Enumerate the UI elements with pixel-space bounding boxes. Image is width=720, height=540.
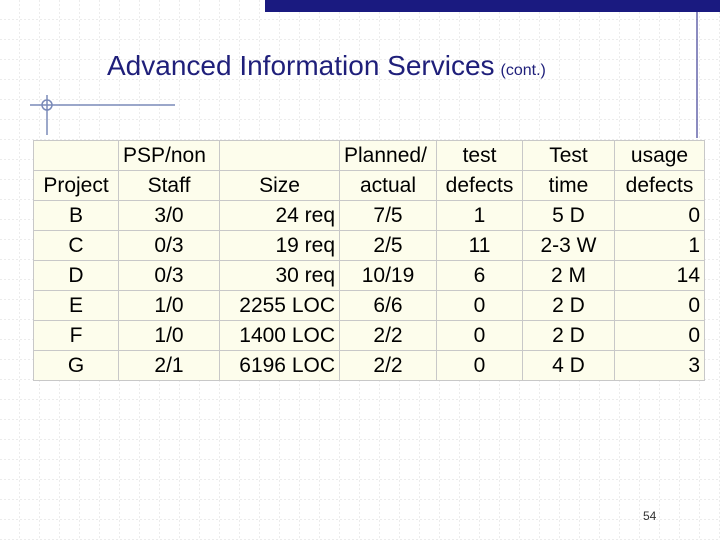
table-cell [33, 140, 119, 171]
table-cell: 24 req [219, 200, 340, 231]
table-cell: 3 [614, 350, 705, 381]
table-cell: Planned/ [339, 140, 437, 171]
table-cell: 30 req [219, 260, 340, 291]
table-row: PSP/non Planned/test Test usage [33, 140, 705, 171]
table-cell: 1400 LOC [219, 320, 340, 351]
table-cell: F [33, 320, 119, 351]
table-cell [219, 140, 340, 171]
table-cell: 11 [436, 230, 523, 261]
table-cell: 0 [614, 290, 705, 321]
table-cell: 1/0 [118, 320, 220, 351]
crosshair-circle [41, 99, 53, 111]
top-bar [265, 0, 720, 12]
page-number: 54 [643, 509, 657, 523]
table-cell: 0/3 [118, 230, 220, 261]
table-cell: 7/5 [339, 200, 437, 231]
table-cell: Test [522, 140, 615, 171]
table-cell: G [33, 350, 119, 381]
table-cell: 4 D [522, 350, 615, 381]
table-cell: 5 D [522, 200, 615, 231]
table-cell: PSP/non [118, 140, 220, 171]
table-cell: defects [614, 170, 705, 201]
table-cell: 0 [436, 350, 523, 381]
table-cell: 19 req [219, 230, 340, 261]
table-cell: usage [614, 140, 705, 171]
table-cell: 2 D [522, 290, 615, 321]
table-cell: 6196 LOC [219, 350, 340, 381]
table-cell: 1 [436, 200, 523, 231]
table-cell: 2255 LOC [219, 290, 340, 321]
table-cell: Size [219, 170, 340, 201]
table-cell: 2/2 [339, 350, 437, 381]
table-cell: 0 [614, 320, 705, 351]
table-cell: D [33, 260, 119, 291]
table-cell: E [33, 290, 119, 321]
table-cell: 2/2 [339, 320, 437, 351]
data-table: PSP/non Planned/test Test usage Project Staff… [33, 140, 705, 381]
table-cell: 3/0 [118, 200, 220, 231]
title: Advanced Information Services (cont.) [107, 50, 546, 82]
table-cell: defects [436, 170, 523, 201]
table-cell: 6 [436, 260, 523, 291]
table-cell: 0 [436, 320, 523, 351]
table-cell: 2/5 [339, 230, 437, 261]
table-cell: 1/0 [118, 290, 220, 321]
table-cell: 2-3 W [522, 230, 615, 261]
table-cell: 6/6 [339, 290, 437, 321]
title-text: Advanced Information Services [107, 50, 495, 81]
table-cell: test [436, 140, 523, 171]
table-cell: actual [339, 170, 437, 201]
table-cell: 2/1 [118, 350, 220, 381]
table-cell: 1 [614, 230, 705, 261]
table-cell: 2 D [522, 320, 615, 351]
table-cell: Staff [118, 170, 220, 201]
table-row: Project Staff Size actual defects time defects [33, 170, 705, 201]
table-cell: time [522, 170, 615, 201]
table-cell: 10/19 [339, 260, 437, 291]
subtitle: (cont.) [500, 62, 546, 79]
table-cell: 14 [614, 260, 705, 291]
table-cell: Project [33, 170, 119, 201]
table-cell: 0 [436, 290, 523, 321]
table-row: D 0/3 30 req 10/19 6 2 M 14 [33, 260, 705, 291]
table-cell: 2 M [522, 260, 615, 291]
table-cell: 0/3 [118, 260, 220, 291]
table-cell: B [33, 200, 119, 231]
table-cell: 0 [614, 200, 705, 231]
table-cell: C [33, 230, 119, 261]
